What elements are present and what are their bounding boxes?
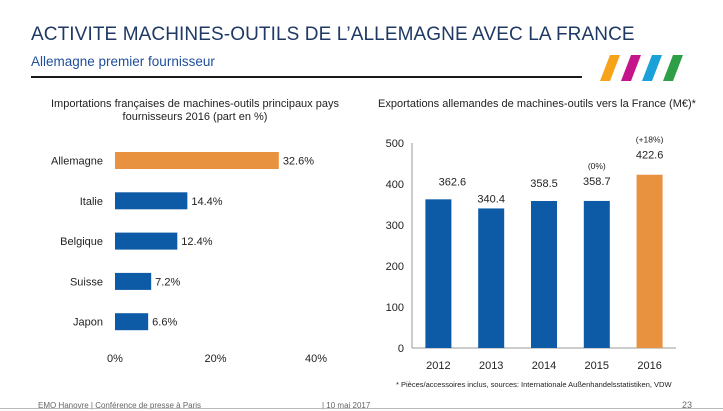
logo-stripe-2 bbox=[621, 55, 641, 81]
export-y-tick-label: 500 bbox=[386, 138, 404, 150]
export-bar-2014 bbox=[531, 201, 557, 348]
export-y-tick-label: 0 bbox=[398, 343, 404, 355]
export-data-label: 340.4 bbox=[477, 193, 505, 205]
export-data-label: 358.7 bbox=[583, 176, 611, 188]
footer-event: EMO Hanovre | Conférence de presse à Par… bbox=[38, 401, 202, 410]
import-category-label: Italie bbox=[80, 196, 103, 208]
export-bar-2015 bbox=[583, 200, 610, 348]
import-category-label: Japon bbox=[73, 317, 103, 329]
import-data-label: 14.4% bbox=[191, 196, 222, 208]
export-bar-2013 bbox=[478, 208, 505, 348]
export-data-label: 422.6 bbox=[636, 150, 664, 162]
import-category-label: Belgique bbox=[60, 236, 103, 248]
export-x-tick-label: 2014 bbox=[532, 360, 556, 372]
import-data-label: 12.4% bbox=[181, 236, 212, 248]
export-y-tick-label: 400 bbox=[386, 179, 404, 191]
import-data-label: 7.2% bbox=[155, 276, 180, 288]
page-number: 23 bbox=[681, 400, 692, 410]
import-x-tick-label: 40% bbox=[305, 353, 327, 365]
footnote: * Pièces/accessoires inclus, sources: In… bbox=[396, 380, 672, 389]
import-chart-title: Importations françaises de machines-outi… bbox=[51, 98, 339, 123]
export-data-label: 358.5 bbox=[530, 178, 558, 190]
event-logo bbox=[600, 55, 683, 81]
import-x-tick-label: 0% bbox=[107, 353, 123, 365]
export-change-annotation: (0%) bbox=[588, 161, 606, 171]
logo-stripe-4 bbox=[663, 55, 683, 81]
import-bar-suisse bbox=[115, 272, 152, 290]
page-subtitle: Allemagne premier fournisseur bbox=[31, 54, 215, 69]
export-y-tick-label: 300 bbox=[386, 220, 404, 232]
import-category-label: Suisse bbox=[70, 276, 103, 288]
export-change-annotation: (+18%) bbox=[636, 135, 664, 145]
import-bar-belgique bbox=[115, 232, 178, 250]
logo-stripe-3 bbox=[642, 55, 662, 81]
export-y-tick-label: 100 bbox=[386, 302, 404, 314]
export-bar-2012 bbox=[425, 199, 452, 348]
import-data-label: 32.6% bbox=[283, 156, 314, 168]
logo-stripe-1 bbox=[600, 55, 620, 81]
export-x-tick-label: 2013 bbox=[479, 360, 503, 372]
export-x-tick-label: 2015 bbox=[585, 360, 609, 372]
title-divider bbox=[31, 76, 582, 78]
footer-divider bbox=[0, 408, 723, 409]
export-x-tick-label: 2016 bbox=[637, 360, 661, 372]
import-bar-allemagne bbox=[115, 152, 279, 169]
import-category-label: Allemagne bbox=[51, 156, 103, 168]
export-y-tick-label: 200 bbox=[386, 261, 404, 273]
page-title: ACTIVITE MACHINES-OUTILS DE L’ALLEMAGNE … bbox=[31, 24, 635, 45]
export-x-tick-label: 2012 bbox=[426, 360, 450, 372]
export-data-label: 362.6 bbox=[439, 176, 467, 188]
export-chart-title: Exportations allemandes de machines-outi… bbox=[378, 98, 696, 110]
import-bar-japon bbox=[115, 313, 149, 331]
import-bar-italie bbox=[115, 192, 188, 210]
import-x-tick-label: 20% bbox=[204, 353, 226, 365]
export-bar-2016 bbox=[636, 174, 663, 348]
footer-date: | 10 mai 2017 bbox=[322, 401, 371, 410]
import-data-label: 6.6% bbox=[152, 317, 177, 329]
